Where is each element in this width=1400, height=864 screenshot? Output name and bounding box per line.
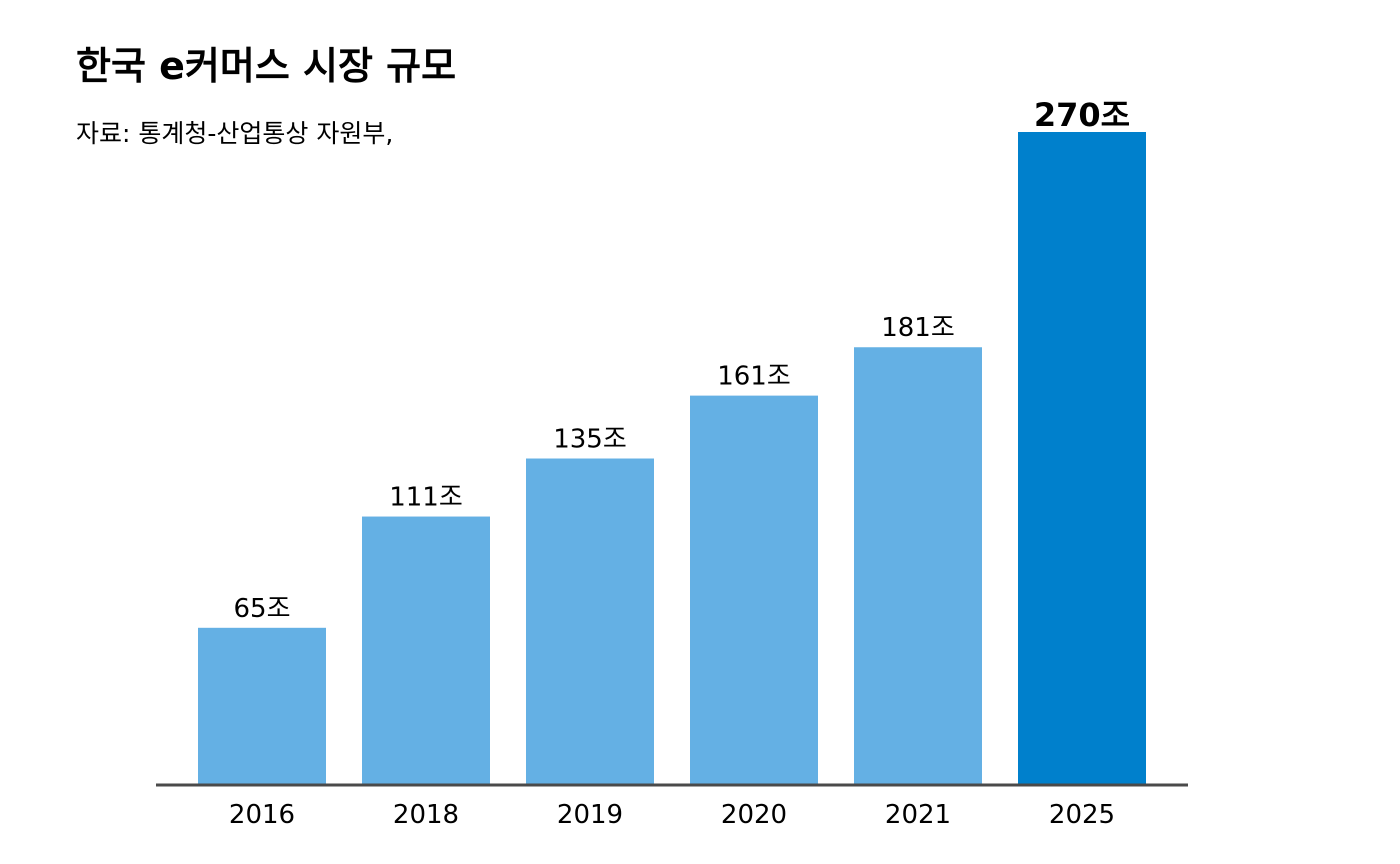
bar-2016 xyxy=(198,627,326,785)
value-label-2016: 65조 xyxy=(233,594,290,624)
bar-2025 xyxy=(1018,132,1146,785)
value-label-2020: 161조 xyxy=(717,362,791,392)
x-tick-label-2018: 2018 xyxy=(393,800,459,830)
chart-subtitle: 자료: 통계청-산업통상 자원부, xyxy=(76,119,394,148)
value-labels-layer: 65조 111조 135조 161조 181조 270조 xyxy=(233,96,1130,624)
bar-2018 xyxy=(362,516,490,785)
value-label-2018: 111조 xyxy=(389,483,463,513)
chart-title: 한국 e커머스 시장 규모 xyxy=(76,44,457,88)
x-tick-label-2025: 2025 xyxy=(1049,800,1115,830)
bar-2020 xyxy=(690,395,818,785)
value-label-2019: 135조 xyxy=(553,425,627,455)
bar-2021 xyxy=(854,347,982,785)
x-tick-label-2021: 2021 xyxy=(885,800,951,830)
value-label-2025: 270조 xyxy=(1034,96,1130,134)
value-label-2021: 181조 xyxy=(881,313,955,343)
bar-2019 xyxy=(526,458,654,785)
x-tick-label-2020: 2020 xyxy=(721,800,787,830)
bars-layer xyxy=(198,132,1146,785)
x-tick-label-2019: 2019 xyxy=(557,800,623,830)
x-tick-label-2016: 2016 xyxy=(229,800,295,830)
x-tick-labels-layer: 2016 2018 2019 2020 2021 2025 xyxy=(229,800,1115,830)
